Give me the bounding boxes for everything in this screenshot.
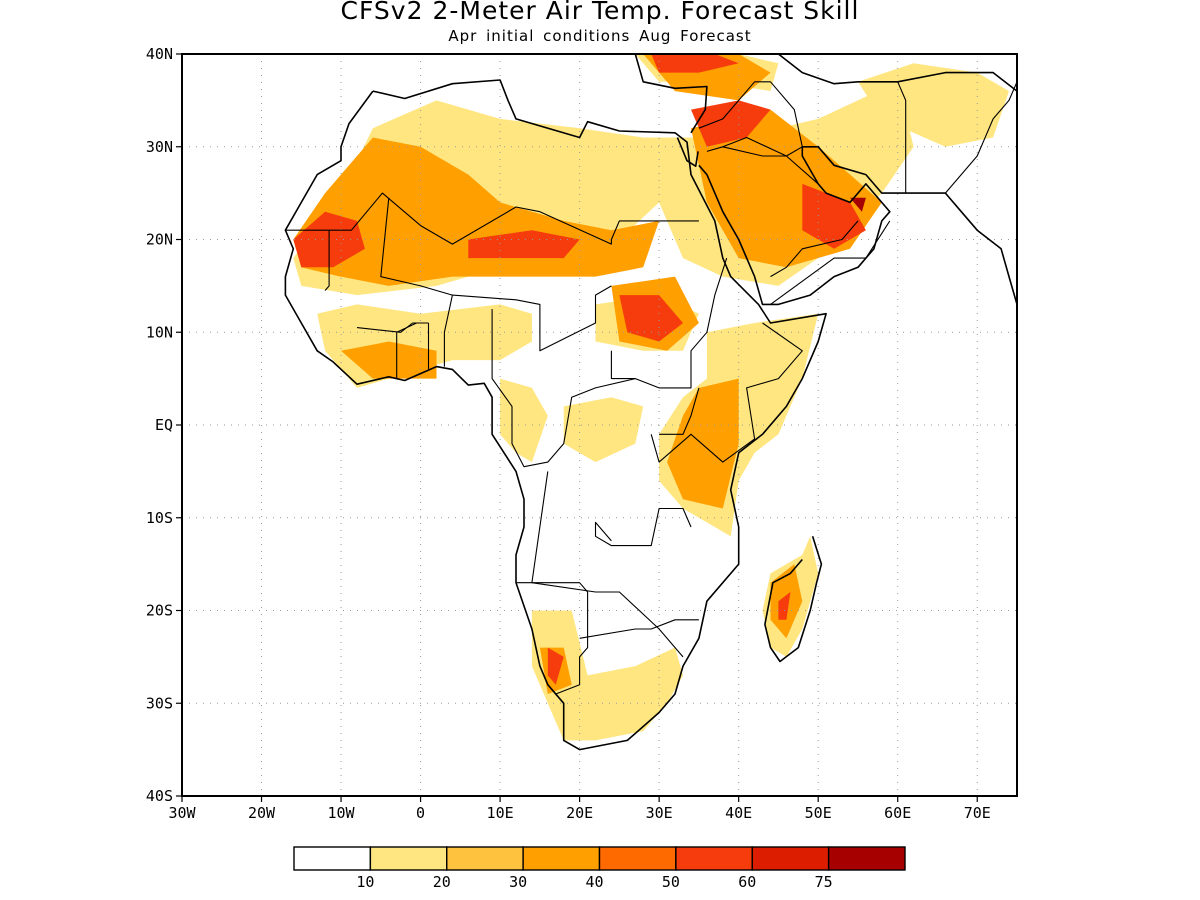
coastline-arabia-east-med xyxy=(634,54,1017,134)
colorbar: 10 20 30 40 50 60 75 xyxy=(293,846,906,891)
gridlines xyxy=(182,54,1017,796)
lat-tick-label: 30N xyxy=(146,138,173,156)
lon-tick-label: 40E xyxy=(725,804,752,822)
country-border xyxy=(610,257,728,389)
country-border xyxy=(443,294,453,367)
country-border xyxy=(380,197,612,352)
country-border xyxy=(285,192,699,245)
skill-region xyxy=(778,592,791,620)
country-border xyxy=(396,322,417,379)
country-border xyxy=(659,387,700,435)
lat-tick-label: 40S xyxy=(146,787,173,805)
lat-tick-label: 10S xyxy=(146,509,173,527)
colorbar-swatch xyxy=(751,846,830,871)
colorbar-swatch xyxy=(369,846,448,871)
country-border xyxy=(944,81,1017,194)
country-border xyxy=(491,309,636,468)
colorbar-swatch xyxy=(827,846,906,871)
skill-region xyxy=(850,197,866,212)
country-border xyxy=(650,322,803,463)
coastline-arabian-peninsula xyxy=(698,146,1017,306)
country-border xyxy=(770,220,891,305)
lon-tick-label: 20W xyxy=(248,804,276,822)
lon-tick-label: 30W xyxy=(168,804,196,822)
skill-region xyxy=(500,378,548,463)
skill-shading xyxy=(293,54,1009,741)
country-border xyxy=(324,230,330,291)
skill-region xyxy=(691,100,771,147)
country-border xyxy=(516,582,589,695)
lon-tick-label: 50E xyxy=(805,804,832,822)
colorbar-label: 60 xyxy=(738,873,756,891)
colorbar-swatch xyxy=(293,846,372,871)
lon-tick-label: 10W xyxy=(328,804,356,822)
colorbar-label: 20 xyxy=(433,873,451,891)
country-border xyxy=(579,619,699,639)
colorbar-label: 10 xyxy=(356,873,374,891)
colorbar-swatch xyxy=(522,846,601,871)
skill-region xyxy=(531,610,683,741)
country-border xyxy=(531,471,684,658)
skill-region xyxy=(802,183,866,249)
coastline-africa xyxy=(284,79,827,751)
skill-region xyxy=(468,230,580,259)
map-subtitle: Apr initial conditions Aug Forecast xyxy=(448,27,752,45)
lat-tick-label: 40N xyxy=(146,45,173,63)
lon-tick-label: 0 xyxy=(416,804,425,822)
skill-region xyxy=(619,295,683,342)
lon-tick-label: 20E xyxy=(566,804,593,822)
skill-region xyxy=(341,341,437,379)
map-title: CFSv2 2-Meter Air Temp. Forecast Skill xyxy=(340,0,860,25)
skill-region xyxy=(858,63,1009,147)
lat-tick-label: 30S xyxy=(146,694,173,712)
skill-region xyxy=(563,397,644,463)
skill-region xyxy=(651,54,739,73)
country-border xyxy=(770,220,859,278)
country-borders xyxy=(285,81,1017,695)
coastline-sinai xyxy=(676,137,699,167)
lat-tick-label: 10N xyxy=(146,323,173,341)
colorbar-label: 75 xyxy=(815,873,833,891)
lon-tick-label: 70E xyxy=(964,804,991,822)
coastlines xyxy=(284,54,1017,751)
colorbar-label: 30 xyxy=(509,873,527,891)
country-border xyxy=(722,146,819,185)
skill-region xyxy=(667,378,739,509)
colorbar-label: 40 xyxy=(585,873,603,891)
colorbar-swatch xyxy=(675,846,753,871)
lon-tick-label: 60E xyxy=(884,804,911,822)
lat-tick-label: EQ xyxy=(155,416,173,434)
country-border xyxy=(698,81,803,157)
lon-tick-label: 10E xyxy=(487,804,514,822)
colorbar-swatch xyxy=(598,846,677,871)
colorbar-swatch xyxy=(446,846,524,871)
coastline-madagascar xyxy=(764,536,823,663)
lon-tick-label: 30E xyxy=(646,804,673,822)
country-border xyxy=(594,507,692,547)
lat-tick-label: 20N xyxy=(146,231,173,249)
colorbar-label: 50 xyxy=(662,873,680,891)
lat-tick-label: 20S xyxy=(146,602,173,620)
skill-region xyxy=(547,647,564,685)
country-border xyxy=(897,81,907,194)
